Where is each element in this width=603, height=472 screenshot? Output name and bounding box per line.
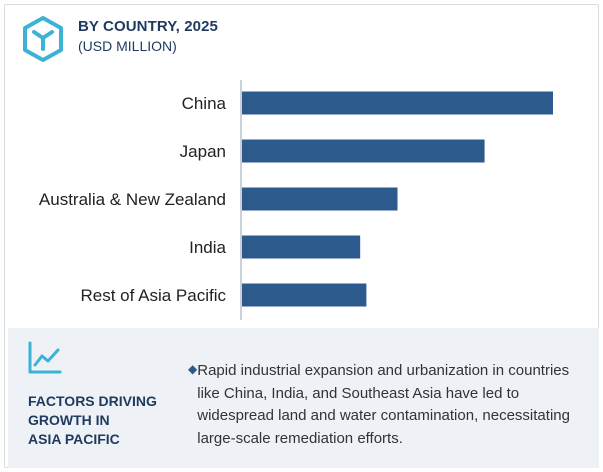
bar-japan: [242, 139, 485, 163]
category-label: China: [182, 94, 227, 113]
category-label: Rest of Asia Pacific: [80, 286, 226, 305]
bar-chart: China Japan Australia & New Zealand India Re…: [39, 80, 553, 320]
trend-chart-icon: [28, 341, 62, 374]
category-label: Japan: [180, 142, 226, 161]
factors-heading-line: GROWTH IN: [28, 412, 110, 428]
factor-text: Rapid industrial expansion and urbanizat…: [197, 362, 570, 447]
diamond-bullet-icon: ◆: [188, 362, 198, 376]
chart-subtitle: (USD MILLION): [78, 38, 177, 54]
bar-rest-of-asia-pacific: [242, 283, 367, 307]
factor-bullet: ◆ Rapid industrial expansion and urbaniz…: [188, 360, 588, 450]
bar-china: [242, 91, 553, 115]
chart-title: BY COUNTRY, 2025: [78, 18, 218, 35]
category-label: India: [189, 238, 226, 257]
bar-australia-new-zealand: [242, 187, 398, 211]
category-label: Australia & New Zealand: [39, 190, 226, 209]
factors-panel: FACTORS DRIVING GROWTH IN ASIA PACIFIC ◆…: [8, 328, 599, 468]
bar-india: [242, 235, 361, 259]
hexagon-logo-icon: [23, 16, 63, 62]
factors-heading-line: FACTORS DRIVING: [28, 393, 157, 409]
factors-heading-line: ASIA PACIFIC: [28, 431, 120, 447]
header: BY COUNTRY, 2025 (USD MILLION): [22, 16, 218, 62]
factors-heading: FACTORS DRIVING GROWTH IN ASIA PACIFIC: [28, 392, 188, 449]
